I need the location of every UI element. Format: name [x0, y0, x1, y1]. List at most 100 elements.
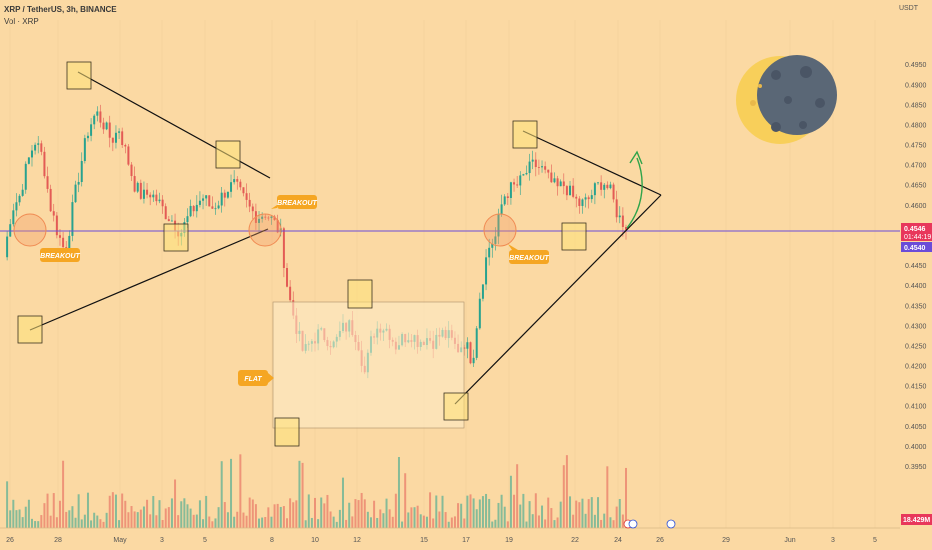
volume-bar: [379, 509, 382, 528]
candle-body: [537, 167, 540, 168]
volume-bar: [329, 511, 332, 528]
candle-body: [9, 224, 12, 237]
candle-body: [205, 195, 208, 199]
volume-bar: [121, 493, 124, 528]
candle-body: [248, 199, 251, 207]
candle-body: [161, 199, 164, 207]
time-tick-label: 19: [505, 537, 513, 544]
volume-bar: [139, 509, 142, 528]
volume-bar: [441, 495, 444, 528]
candle-body: [541, 166, 544, 168]
flat-range-box: [272, 301, 465, 429]
volume-bar: [584, 513, 587, 528]
candle-body: [621, 215, 624, 227]
volume-bar: [621, 514, 624, 528]
candle-body: [581, 199, 584, 206]
volume-bar: [68, 510, 71, 528]
volume-bar: [52, 493, 55, 528]
volume-bar: [615, 506, 618, 528]
volume-bar: [578, 502, 581, 528]
volume-bar: [341, 477, 344, 528]
volume-bar: [152, 496, 155, 528]
volume-bar: [575, 500, 578, 528]
volume-bar: [149, 514, 152, 528]
pivot-squares: [17, 61, 587, 447]
price-tick-label: 0.4700: [905, 163, 927, 170]
chart-title: XRP / TetherUS, 3h, BINANCE: [4, 5, 117, 14]
volume-bar: [351, 516, 354, 528]
candle-body: [242, 187, 245, 194]
volume-bar: [295, 500, 298, 528]
candle-body: [469, 342, 472, 364]
volume-bar: [49, 515, 52, 528]
volume-bar: [435, 495, 438, 528]
candle-body: [478, 298, 481, 329]
candle-body: [606, 184, 609, 189]
volume-bar: [124, 500, 127, 528]
candle-body: [186, 216, 189, 223]
candle-body: [466, 342, 469, 349]
volume-bar: [30, 518, 33, 528]
breakout-badge-1: BREAKOUT: [40, 248, 81, 262]
candle-body: [127, 146, 130, 165]
volume-bar: [86, 492, 89, 528]
volume-bar: [363, 499, 366, 528]
candle-body: [286, 267, 289, 287]
candle-body: [534, 159, 537, 168]
volume-bar: [261, 517, 264, 528]
volume-bar: [534, 493, 537, 528]
pivot-square: [443, 392, 469, 421]
volume-bar: [513, 494, 516, 528]
countdown-value: 01:44:19: [904, 234, 931, 241]
volume-bar: [550, 508, 553, 528]
volume-bar: [597, 497, 600, 528]
volume-bar: [413, 507, 416, 528]
volume-bar: [481, 496, 484, 528]
candle-body: [276, 219, 279, 233]
candle-body: [245, 193, 248, 200]
volume-bar: [335, 521, 338, 528]
volume-bar: [230, 458, 233, 528]
volume-bar: [559, 501, 562, 528]
candle-body: [195, 204, 198, 212]
time-tick-label: 26: [6, 537, 14, 544]
candle-body: [74, 184, 77, 203]
volume-bar: [376, 517, 379, 528]
candle-body: [230, 182, 233, 192]
candle-body: [531, 159, 534, 162]
volume-bar: [136, 512, 139, 528]
candle-body: [136, 182, 139, 192]
volume-bar: [186, 504, 189, 528]
candle-body: [52, 211, 55, 216]
volume-bar: [102, 521, 105, 528]
volume-bar: [167, 507, 170, 528]
volume-bar: [466, 495, 469, 528]
volume-bar: [248, 497, 251, 528]
candle-body: [509, 182, 512, 198]
flag-event-icon: [666, 519, 676, 529]
candle-body: [494, 236, 497, 244]
candle-body: [155, 194, 158, 202]
candle-body: [481, 284, 484, 299]
candle-body: [251, 206, 254, 212]
candle-body: [27, 157, 30, 164]
flat-badge: FLAT: [238, 370, 274, 386]
price-tick-label: 0.4400: [905, 283, 927, 290]
candle-body: [584, 197, 587, 200]
candle-body: [513, 182, 516, 185]
candle-body: [68, 235, 71, 254]
candle-body: [525, 173, 528, 175]
volume-bar: [286, 518, 289, 528]
volume-bar: [469, 494, 472, 528]
candle-body: [158, 199, 161, 202]
candle-body: [503, 196, 506, 205]
volume-bar: [65, 511, 68, 528]
volume-bar: [177, 515, 180, 528]
volume-bar: [282, 506, 285, 528]
volume-bar: [233, 516, 236, 528]
event-icons[interactable]: [623, 519, 676, 529]
candle-body: [21, 189, 24, 196]
pivot-square: [347, 279, 373, 309]
candle-body: [497, 214, 500, 237]
